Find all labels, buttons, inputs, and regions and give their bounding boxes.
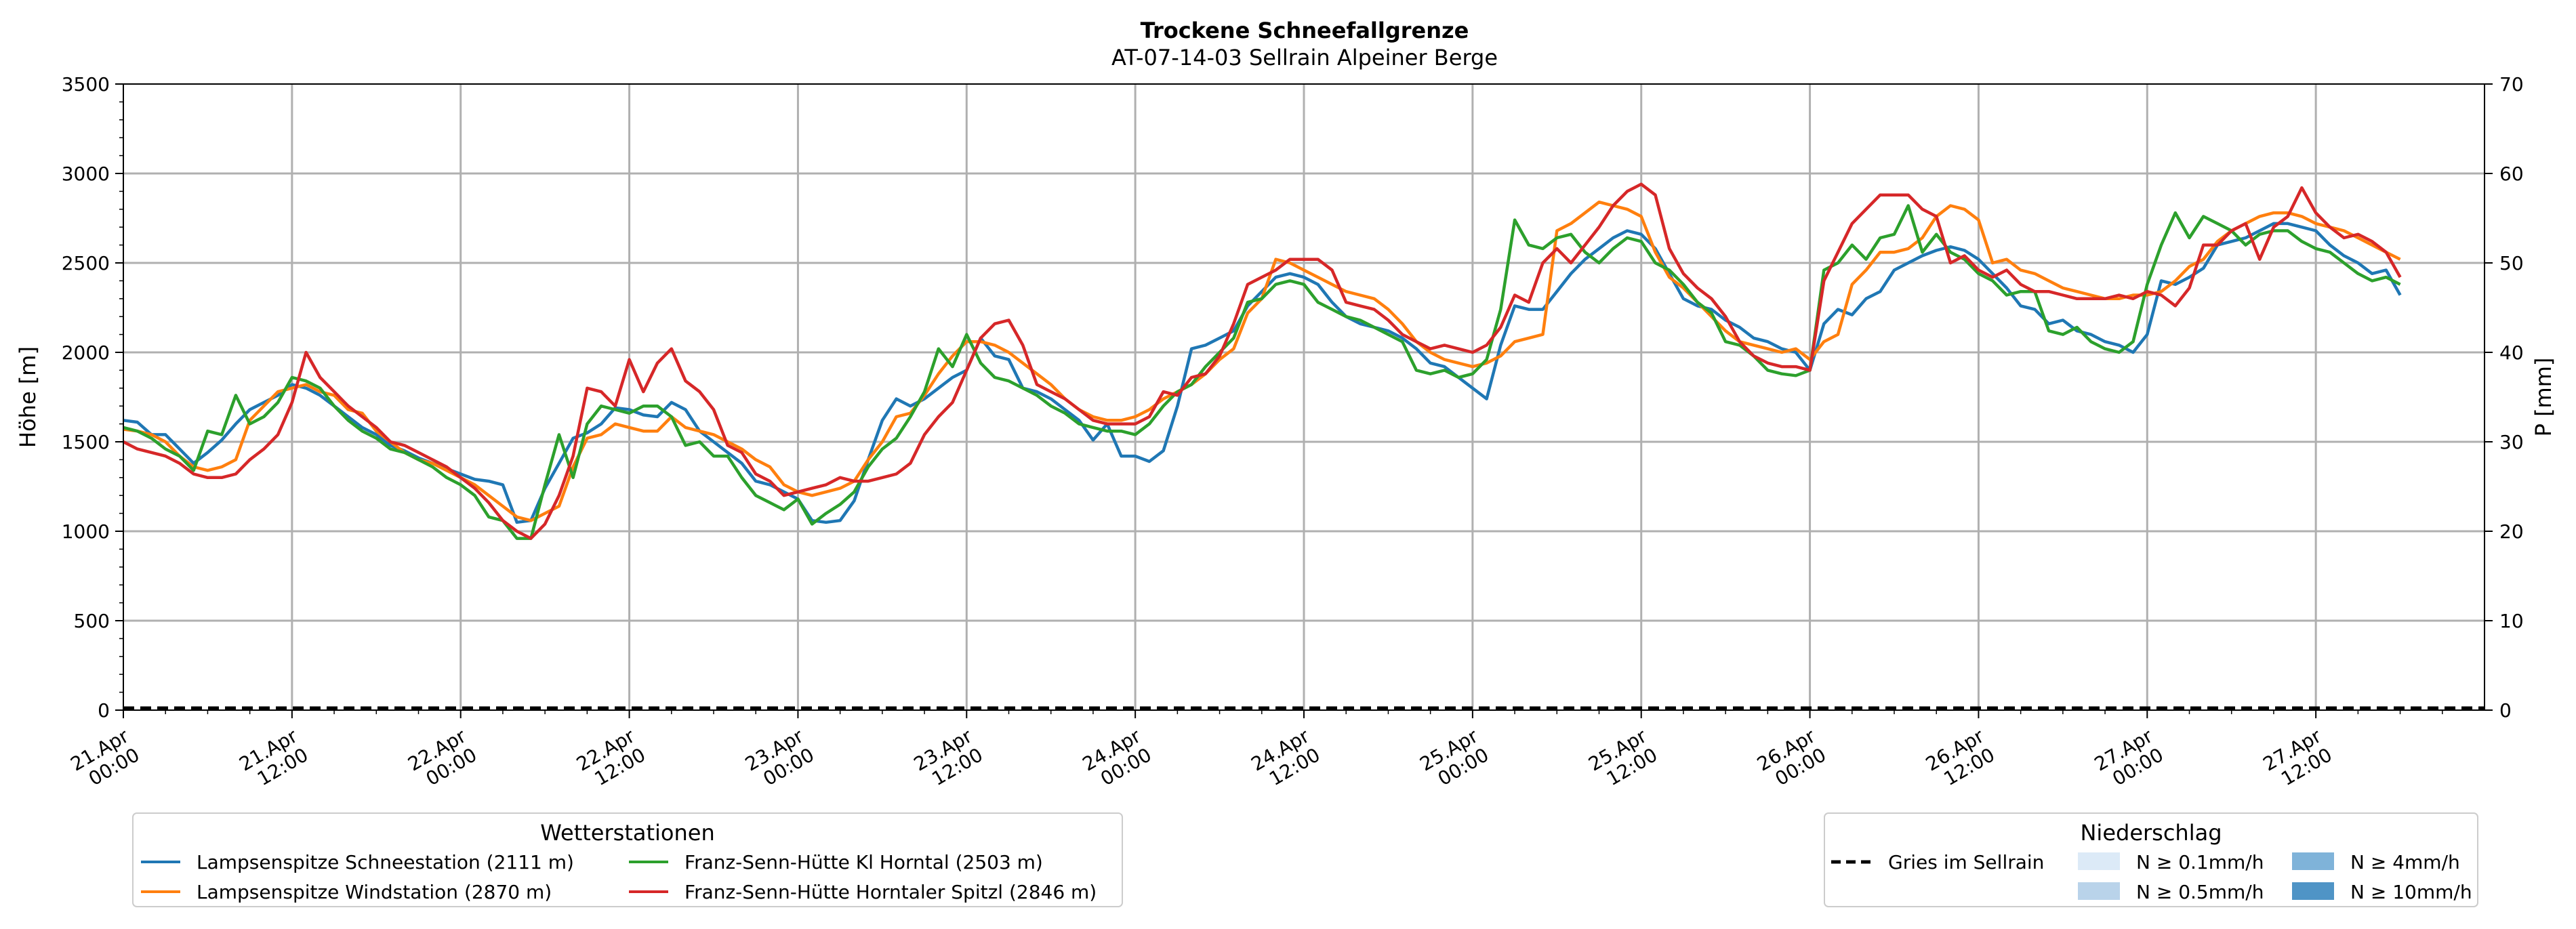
y-tick-label: 1500 [62,431,110,453]
legend-swatch-precip-1 [2292,852,2334,870]
series-line-0 [123,222,2402,524]
y2-tick-label: 40 [2499,342,2524,364]
y2-tick-label: 20 [2499,520,2524,543]
series-line-1 [123,200,2401,522]
legend-precipitation: Niederschlag Gries im Sellrain N ≥ 0.1mm… [1824,812,2478,907]
y-tick-label: 2500 [62,252,110,274]
y-tick-label: 500 [74,610,110,632]
legend-precip-title: Niederschlag [2080,820,2222,846]
y2-tick-label: 30 [2499,431,2524,453]
legend-swatch-precip-0 [2078,852,2120,870]
y2-tick-label: 70 [2499,73,2524,96]
series-line-2 [123,204,2401,540]
y2-tick-label: 50 [2499,252,2524,274]
legend-label-series-1: Lampsenspitze Windstation (2870 m) [197,881,552,903]
series-lines [122,182,2402,540]
y-tick-label: 3000 [62,163,110,185]
y-tick-label: 2000 [62,342,110,364]
chart-subtitle: AT-07-14-03 Sellrain Alpeiner Berge [1111,45,1498,70]
legend-label-precip-2: N ≥ 0.5mm/h [2136,881,2264,903]
y2-tick-label: 60 [2499,163,2524,185]
grid-lines [123,84,2485,710]
legend-stations: Wetterstationen Lampsenspitze Schneestat… [132,812,1123,907]
legend-label-precip-0: N ≥ 0.1mm/h [2136,851,2264,873]
legend-label-series-2: Franz-Senn-Hütte Kl Horntal (2503 m) [684,851,1043,873]
legend-stations-title: Wetterstationen [540,820,714,846]
legend-label-series-3: Franz-Senn-Hütte Horntaler Spitzl (2846 … [684,881,1097,903]
y-tick-label: 3500 [62,73,110,96]
legend-label-precip-3: N ≥ 10mm/h [2350,881,2472,903]
y2-axis-label: P [mm] [2531,358,2556,437]
legend-label-reference: Gries im Sellrain [1888,851,2044,873]
y-tick-label: 0 [98,699,110,722]
legend-swatch-precip-3 [2292,882,2334,900]
legend-label-precip-1: N ≥ 4mm/h [2350,851,2460,873]
y2-tick-label: 10 [2499,610,2524,632]
legend-label-series-0: Lampsenspitze Schneestation (2111 m) [197,851,574,873]
series-line-3 [122,182,2402,540]
y-tick-label: 1000 [62,520,110,543]
y2-tick-label: 0 [2499,699,2512,722]
y-axis-right: 0 10 20 30 40 50 60 70 [2485,73,2524,722]
legend-swatch-precip-2 [2078,882,2120,900]
chart-title: Trockene Schneefallgrenze [1141,18,1469,43]
y-axis-label: Höhe [m] [15,346,41,448]
y-axis-left: 0 500 1000 1500 2000 2500 3000 3500 [62,73,123,722]
